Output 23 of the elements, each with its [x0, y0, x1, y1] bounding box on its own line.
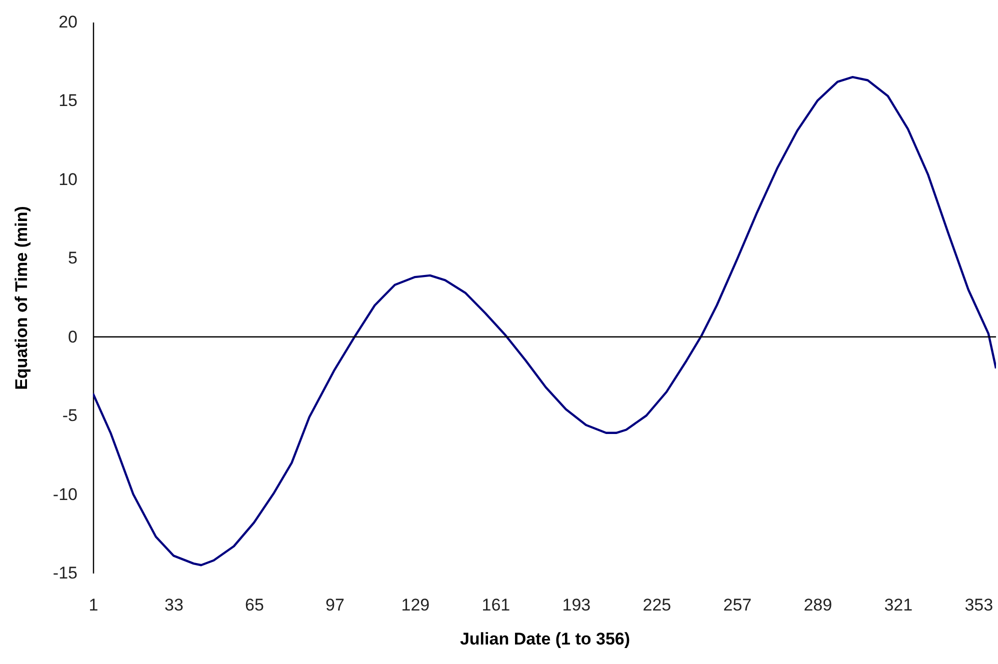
- y-tick-label: 20: [58, 12, 78, 32]
- line-series: [93, 76, 996, 566]
- y-tick-label: -5: [62, 406, 78, 426]
- x-tick-label: 129: [401, 596, 430, 614]
- x-tick-label: 161: [482, 596, 510, 614]
- y-tick-label: 5: [68, 248, 78, 268]
- x-tick-label: 97: [326, 596, 344, 614]
- x-tick-label: 225: [642, 596, 672, 614]
- y-tick-label: 15: [58, 91, 78, 110]
- y-tick-label: -10: [52, 484, 78, 504]
- x-tick-label: 289: [804, 596, 832, 614]
- y-axis-title: Equation of Time (min): [12, 206, 31, 390]
- y-tick-label: -15: [52, 564, 78, 582]
- x-tick-label: 1: [88, 596, 98, 614]
- x-tick-label: 321: [884, 596, 913, 614]
- y-tick-label: 0: [68, 327, 78, 346]
- x-tick-label: 33: [164, 596, 184, 614]
- x-axis-title: Julian Date (1 to 356): [460, 630, 630, 648]
- x-tick-label: 193: [562, 596, 591, 614]
- y-tick-label: 10: [58, 170, 78, 189]
- x-tick-label: 65: [245, 596, 264, 614]
- x-tick-label: 353: [964, 596, 994, 614]
- x-tick-label: 257: [723, 596, 752, 614]
